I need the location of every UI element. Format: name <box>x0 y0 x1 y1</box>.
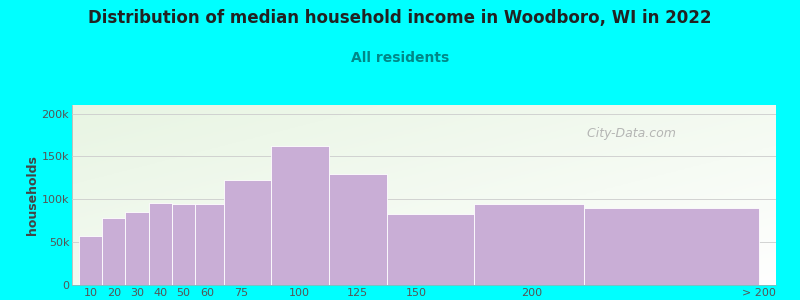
Bar <box>270 146 329 285</box>
Bar <box>126 212 149 285</box>
Bar <box>474 204 584 285</box>
Bar <box>195 204 224 285</box>
Bar <box>584 208 758 285</box>
Text: All residents: All residents <box>351 51 449 65</box>
Bar <box>79 236 102 285</box>
Bar <box>172 204 195 285</box>
Bar <box>329 174 387 285</box>
Bar <box>224 180 270 285</box>
Text: Distribution of median household income in Woodboro, WI in 2022: Distribution of median household income … <box>88 9 712 27</box>
Y-axis label: households: households <box>26 155 39 235</box>
Bar <box>387 214 474 285</box>
Text: City-Data.com: City-Data.com <box>579 127 676 140</box>
Bar <box>149 203 172 285</box>
Bar <box>102 218 126 285</box>
